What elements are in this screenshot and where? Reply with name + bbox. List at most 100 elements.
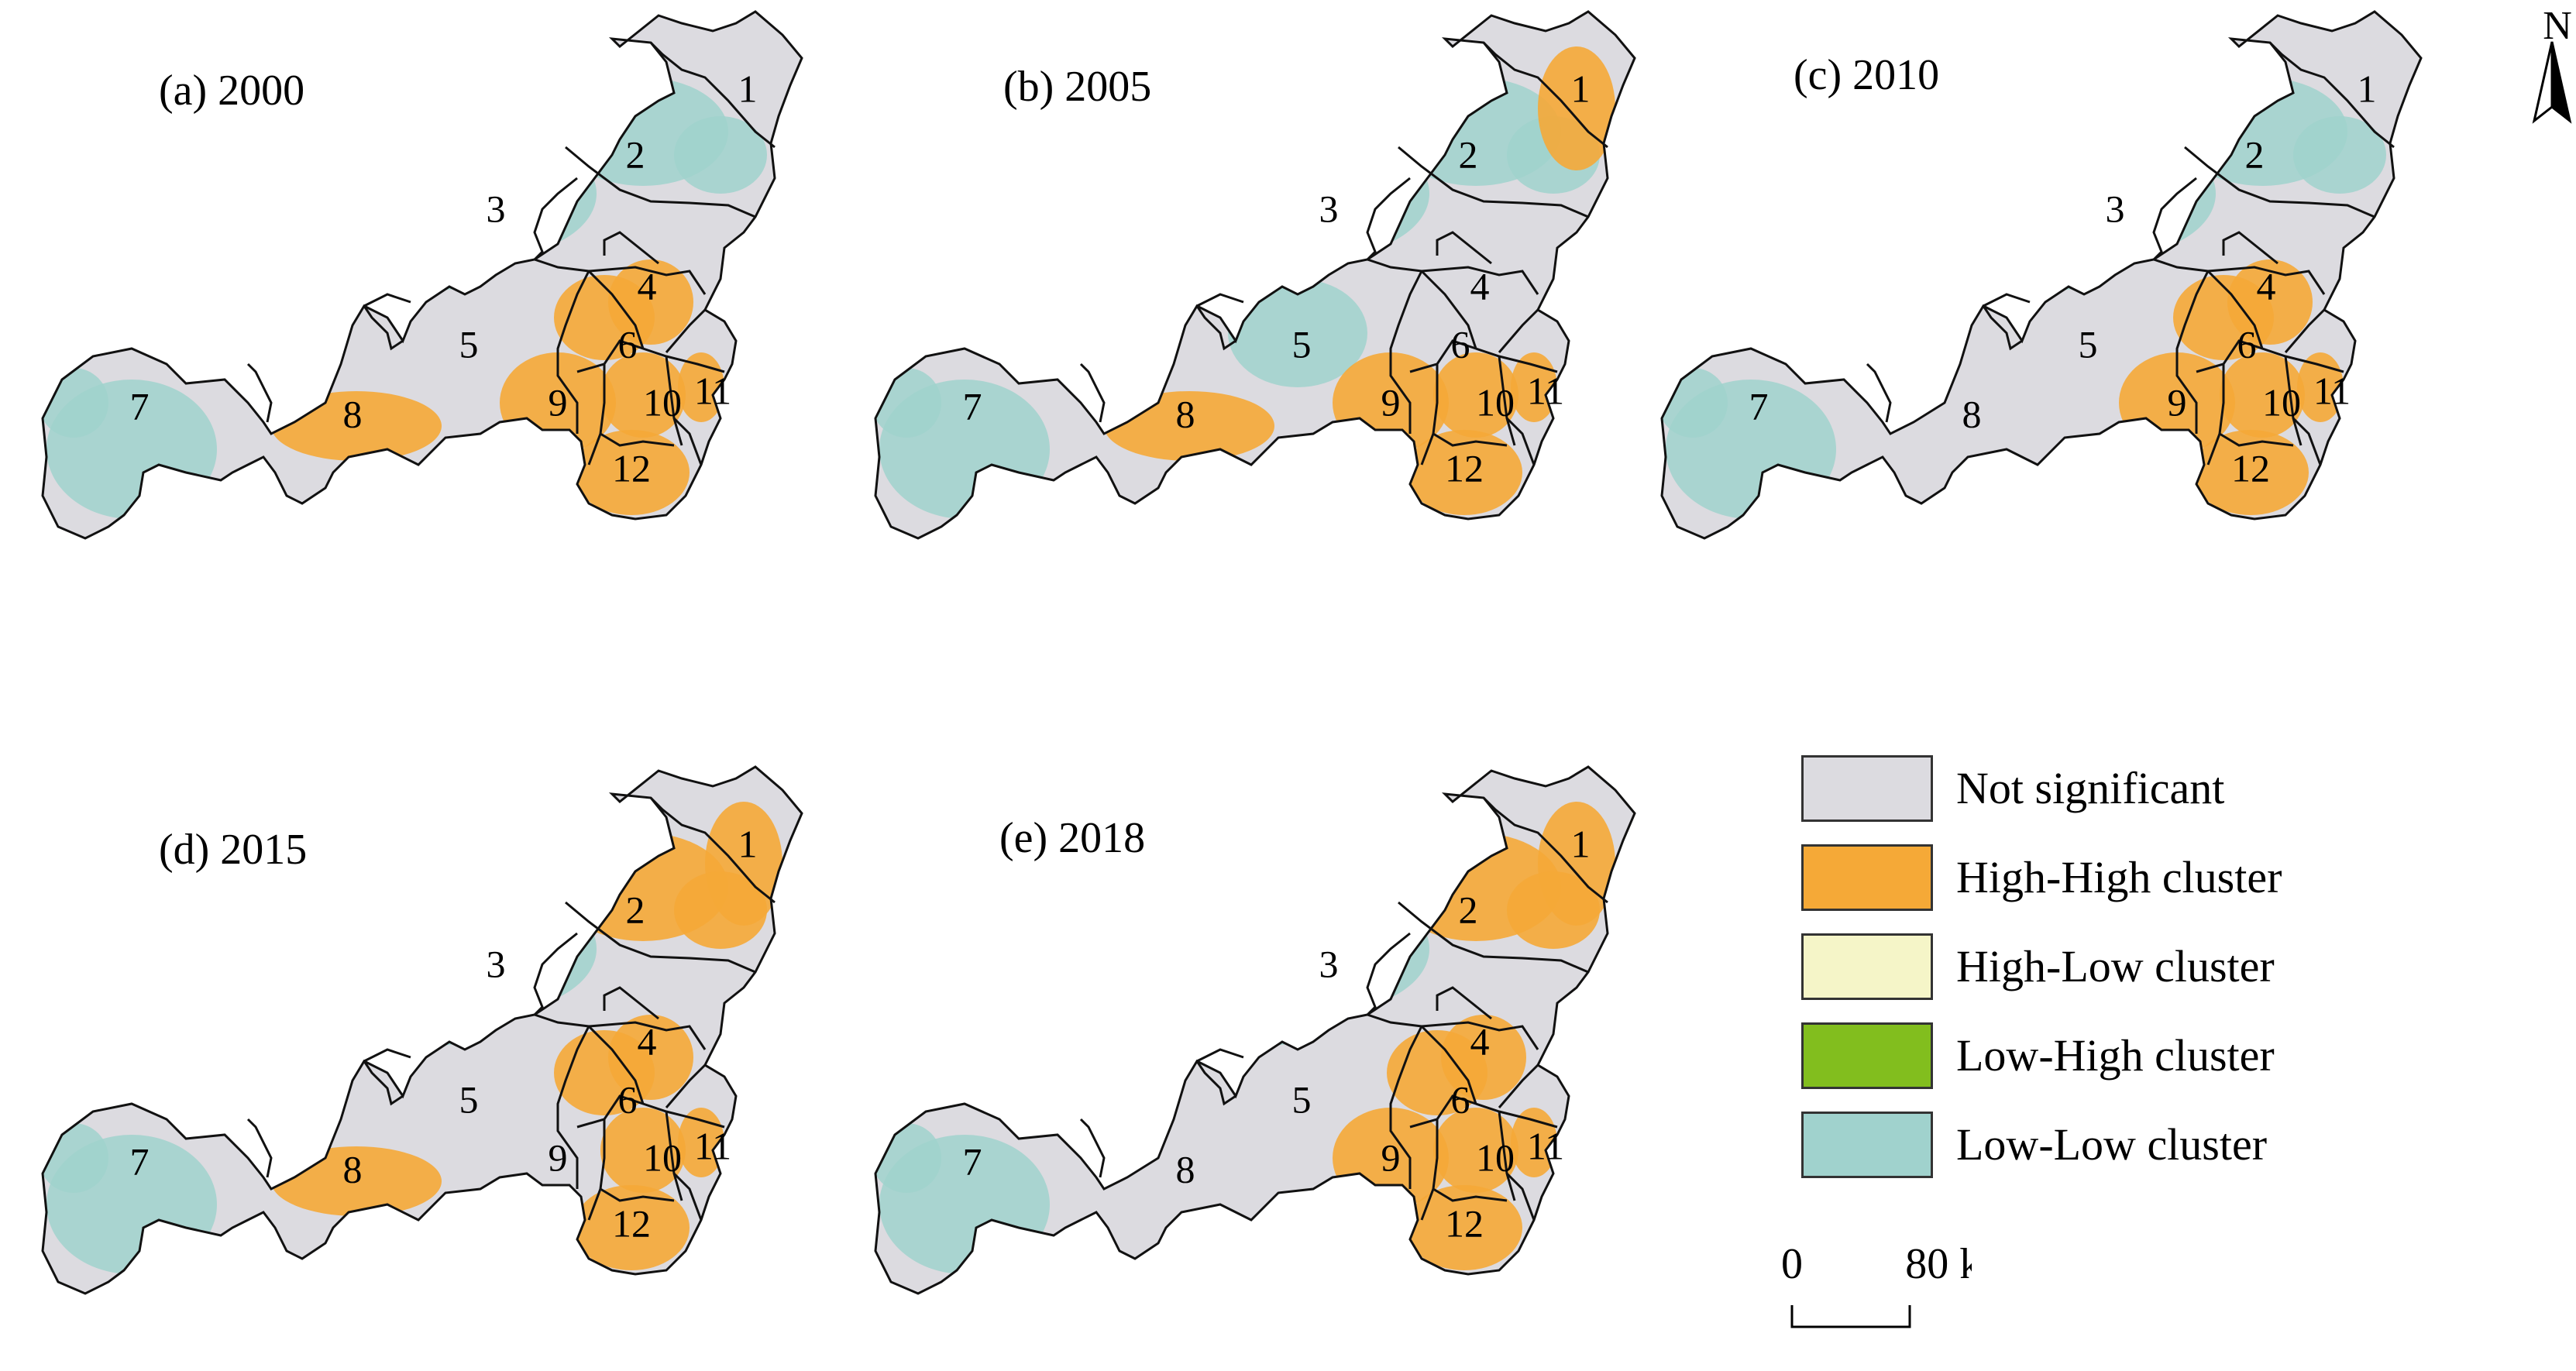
- region-label-5: 5: [1292, 1077, 1312, 1121]
- high-high-patch: [1507, 871, 1600, 949]
- region-label-2: 2: [626, 888, 645, 931]
- region-label-5: 5: [1292, 322, 1312, 366]
- low-low-patch: [1228, 279, 1367, 387]
- legend-item-high-low: High-Low cluster: [1801, 922, 2282, 1011]
- region-label-1: 1: [1571, 67, 1591, 110]
- high-high-patch: [1433, 1108, 1518, 1193]
- map-title-e: (e) 2018: [999, 814, 1145, 862]
- region-boundary: [1498, 356, 1516, 446]
- region-boundary: [1436, 986, 1492, 1020]
- high-high-patch: [1511, 352, 1557, 422]
- region-boundary: [1196, 1048, 1244, 1063]
- region-label-5: 5: [2079, 322, 2098, 366]
- region-label-10: 10: [2262, 380, 2301, 424]
- high-high-patch: [573, 1185, 690, 1270]
- high-high-patch: [1387, 1030, 1487, 1115]
- region-boundary: [2268, 41, 2395, 149]
- north-arrow-left-half: [2532, 41, 2554, 124]
- region-boundary: [1195, 305, 1236, 351]
- region-label-7: 7: [130, 1139, 150, 1183]
- region-label-2: 2: [626, 132, 645, 176]
- north-arrow-icon: N: [2532, 4, 2572, 124]
- region-label-11: 11: [694, 1124, 731, 1167]
- region-boundary: [363, 1060, 404, 1106]
- region-boundary: [1983, 293, 2031, 308]
- region-label-4: 4: [638, 1019, 657, 1063]
- region-boundary: [1432, 1187, 1508, 1202]
- legend-swatch-high-low: [1801, 933, 1933, 1000]
- region-label-6: 6: [1451, 1077, 1470, 1121]
- region-label-2: 2: [1459, 888, 1478, 931]
- low-low-patch: [1983, 221, 2123, 290]
- legend-swatch-high-high: [1801, 844, 1933, 911]
- legend-label: High-High cluster: [1956, 852, 2282, 902]
- region-boundary: [603, 231, 659, 265]
- region-label-4: 4: [1470, 264, 1490, 308]
- high-high-patch: [2193, 430, 2309, 515]
- region-label-8: 8: [343, 392, 363, 435]
- region-boundary: [1367, 1013, 1539, 1050]
- region-boundary: [534, 258, 707, 295]
- region-boundary: [1420, 364, 1439, 466]
- region-boundary: [363, 293, 411, 308]
- region-boundary: [1505, 1172, 1536, 1221]
- region-boundary: [1505, 417, 1536, 466]
- region-label-12: 12: [1445, 446, 1484, 490]
- region-label-12: 12: [2231, 446, 2270, 490]
- legend-item-low-high: Low-High cluster: [1801, 1011, 2282, 1100]
- region-boundary: [1498, 1111, 1516, 1201]
- scale-end-label: 80 km: [1905, 1243, 1972, 1288]
- high-high-patch: [674, 871, 767, 949]
- region-label-7: 7: [963, 384, 982, 428]
- region-label-9: 9: [1381, 1136, 1401, 1179]
- region-boundary: [2153, 258, 2326, 295]
- legend-swatch-not-significant: [1801, 754, 1933, 822]
- region-label-10: 10: [1476, 1136, 1515, 1179]
- map-outline: [41, 10, 803, 540]
- region-label-8: 8: [1176, 392, 1195, 435]
- scale-bar-line: [1790, 1305, 1911, 1328]
- region-label-12: 12: [1445, 1201, 1484, 1245]
- region-boundary: [1498, 1063, 1539, 1108]
- region-boundary: [1196, 293, 1244, 308]
- region-label-4: 4: [638, 264, 657, 308]
- region-boundary: [2152, 177, 2197, 261]
- region-label-11: 11: [1527, 369, 1564, 412]
- region-label-1: 1: [738, 822, 758, 865]
- region-label-10: 10: [643, 380, 682, 424]
- scale-bar: 0 80 km: [1770, 1240, 2015, 1348]
- high-high-patch: [600, 352, 686, 438]
- region-label-8: 8: [343, 1147, 363, 1191]
- region-boundary: [2175, 270, 2210, 434]
- region-label-3: 3: [487, 187, 506, 230]
- region-label-1: 1: [1571, 822, 1591, 865]
- legend-label: High-Low cluster: [1956, 941, 2275, 991]
- region-label-11: 11: [2313, 369, 2351, 412]
- region-boundary: [2284, 356, 2303, 446]
- high-high-patch: [608, 259, 693, 345]
- region-label-3: 3: [2106, 187, 2125, 230]
- region-boundary: [2206, 364, 2225, 466]
- region-boundary: [1420, 1025, 1477, 1105]
- north-arrow-right-half: [2550, 41, 2572, 124]
- legend-label: Not significant: [1956, 763, 2225, 813]
- region-boundary: [1389, 270, 1423, 434]
- region-boundary: [649, 796, 776, 904]
- legend-swatch-low-low: [1801, 1111, 1933, 1178]
- high-high-patch: [1511, 1108, 1557, 1177]
- region-boundary: [1195, 1060, 1236, 1106]
- region-label-1: 1: [2358, 67, 2377, 110]
- region-label-7: 7: [1749, 384, 1769, 428]
- north-arrow: N: [2530, 4, 2574, 132]
- region-boundary: [556, 1026, 590, 1189]
- region-label-3: 3: [1319, 187, 1339, 230]
- region-label-7: 7: [963, 1139, 982, 1183]
- map-outline: [874, 765, 1636, 1295]
- region-boundary: [1498, 308, 1539, 353]
- region-boundary: [533, 932, 578, 1016]
